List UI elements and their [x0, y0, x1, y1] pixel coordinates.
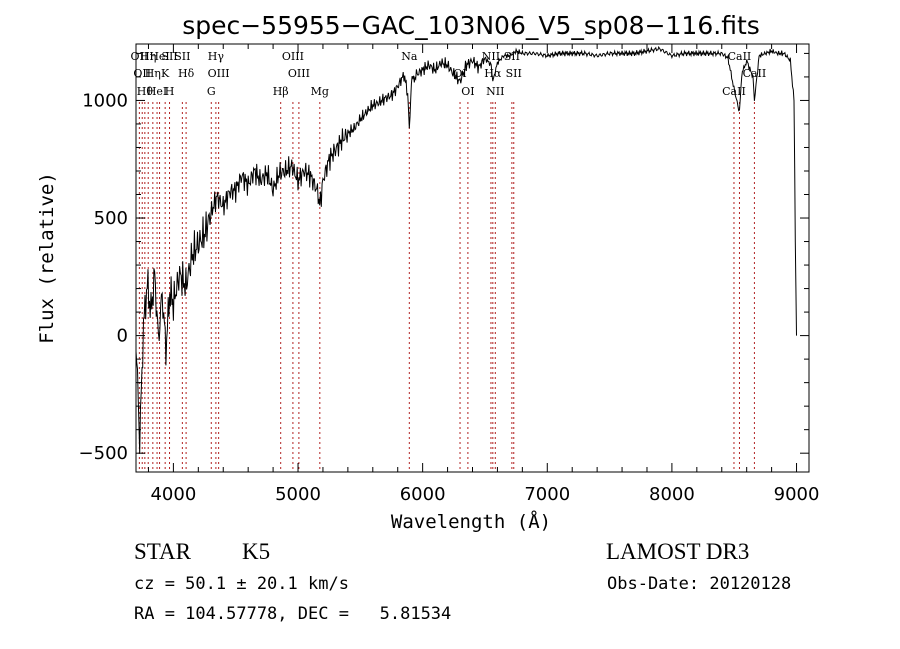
x-tick-label: 4000 — [150, 484, 196, 505]
plot-frame — [135, 43, 810, 473]
y-tick-label: 1000 — [82, 90, 128, 111]
spectral-line-label: Hδ — [178, 67, 195, 80]
y-axis-label: Flux (relative) — [36, 172, 58, 344]
redshift-velocity: cz = 50.1 ± 20.1 km/s — [134, 574, 349, 594]
spectral-line-label: CaII — [743, 67, 767, 80]
object-type: STAR — [134, 539, 191, 564]
y-tick-label: 0 — [117, 326, 128, 347]
spectral-line-label: CaII — [728, 50, 752, 63]
spectral-line-label: SII — [504, 50, 520, 63]
sky-coordinates: RA = 104.57778, DEC = 5.81534 — [134, 604, 452, 624]
x-tick-label: 7000 — [524, 484, 570, 505]
spectral-line-label: G — [207, 85, 216, 98]
x-axis-ticks: 4000 5000 6000 7000 8000 9000 — [147, 44, 820, 505]
chart-title: spec−55955−GAC_103N06_V5_sp08−116.fits — [182, 11, 760, 40]
spectral-line-label: SII — [161, 50, 177, 63]
spectral-line-label: SII — [506, 67, 522, 80]
y-tick-label: −500 — [79, 443, 128, 464]
spectral-line-label: NII — [482, 50, 500, 63]
spectral-line-label: HeI — [147, 85, 167, 98]
spectral-line-markers: OIIOIIHθHηHηHeIHeIKHSIISIIHδGHγOIIIHβOII… — [131, 50, 767, 472]
y-tick-label: 500 — [94, 208, 128, 229]
x-tick-label: 8000 — [649, 484, 695, 505]
x-axis-label: Wavelength (Å) — [391, 510, 551, 533]
observation-date: Obs-Date: 20120128 — [607, 574, 792, 594]
spectral-line-label: Hβ — [273, 85, 289, 98]
spectral-line-label: Hθ — [137, 85, 154, 98]
spectral-line-label: H — [165, 85, 175, 98]
survey-name: LAMOST DR3 — [606, 539, 750, 564]
spectral-line-label: Hγ — [208, 50, 225, 63]
spectral-line-label: Hα — [484, 67, 502, 80]
spectral-line-label: HeI — [149, 50, 169, 63]
y-axis-ticks: −500 0 500 1000 — [79, 52, 809, 464]
spectral-line-label: NII — [486, 85, 504, 98]
spectral-line-label: OI — [461, 85, 474, 98]
spectral-line-label: CaII — [722, 85, 746, 98]
spectral-line-label: Mg — [311, 85, 329, 98]
x-tick-label: 9000 — [774, 484, 820, 505]
spectral-line-label: Na — [401, 50, 418, 63]
flux-line — [135, 45, 797, 454]
object-subclass: K5 — [242, 539, 271, 564]
spectral-line-label: OIII — [282, 50, 304, 63]
spectral-line-label: Hη — [140, 50, 156, 63]
x-tick-label: 6000 — [400, 484, 446, 505]
flux-series — [135, 45, 797, 454]
spectral-line-label: OIII — [208, 67, 230, 80]
spectral-line-label: Hη — [145, 67, 161, 80]
spectral-line-label: OII — [131, 50, 149, 63]
spectral-line-label: OIII — [288, 67, 310, 80]
spectral-line-label: K — [161, 67, 170, 80]
x-tick-label: 5000 — [275, 484, 321, 505]
spectral-line-label: SII — [174, 50, 190, 63]
